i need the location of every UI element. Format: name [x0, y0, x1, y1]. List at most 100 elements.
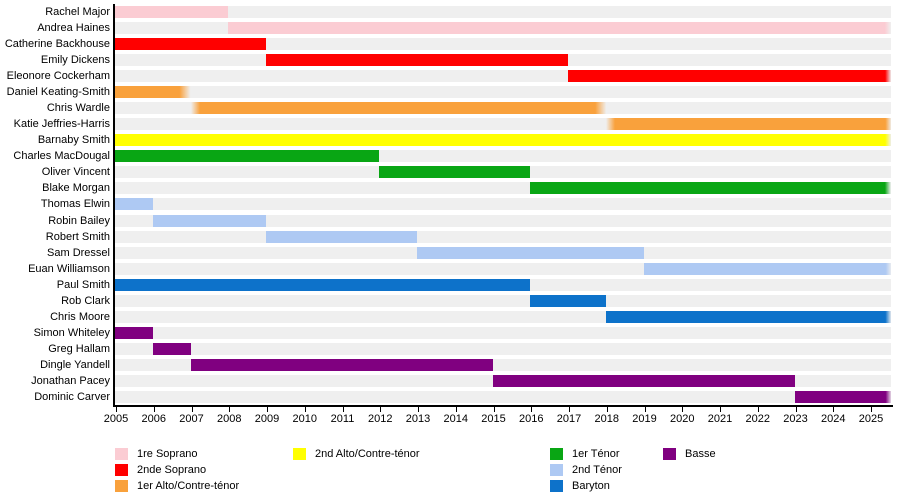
member-name: Sam Dressel — [47, 246, 110, 259]
member-name: Euan Williamson — [28, 262, 110, 275]
axis-year-label: 2020 — [670, 413, 695, 425]
axis-tick — [116, 407, 117, 412]
member-name: Katie Jeffries-Harris — [13, 118, 110, 131]
member-name: Eleonore Cockerham — [6, 70, 110, 83]
axis-year-label: 2025 — [858, 413, 884, 425]
axis-year-label: 2014 — [443, 413, 468, 425]
timeline-bar — [530, 294, 606, 307]
timeline-bar — [190, 358, 493, 371]
legend-label-soprano1: 1re Soprano — [137, 448, 198, 460]
timeline-row-track — [115, 390, 892, 403]
axis-tick — [153, 407, 155, 412]
timeline-row-track — [115, 134, 892, 147]
member-name: Jonathan Pacey — [31, 374, 110, 387]
axis-year-label: 2008 — [217, 413, 242, 425]
axis-year-label: 2012 — [368, 413, 393, 425]
timeline-row-track — [115, 86, 891, 99]
timeline-row-track — [115, 310, 892, 323]
member-name: Dingle Yandell — [40, 358, 110, 371]
member-name: Rob Clark — [61, 294, 110, 307]
legend-label-soprano2: 2nde Soprano — [137, 464, 207, 476]
axis-year-label: 2015 — [481, 413, 506, 425]
member-name: Robert Smith — [45, 230, 110, 243]
axis-year-label: 2006 — [141, 413, 166, 425]
axis-tick — [569, 407, 570, 412]
axis-year-label: 2016 — [519, 413, 544, 425]
member-name: Greg Hallam — [48, 342, 110, 355]
timeline-row-track — [115, 374, 891, 387]
axis-year-label: 2010 — [292, 413, 317, 425]
legend-swatch-tenor1 — [550, 448, 563, 460]
axis-tick — [795, 407, 797, 412]
axis-year-label: 2022 — [745, 413, 770, 425]
timeline-row-track — [115, 182, 892, 195]
axis-year-label: 2013 — [405, 413, 431, 425]
timeline-bar — [115, 150, 380, 163]
axis-year-label: 2024 — [821, 413, 846, 425]
timeline-row-track — [115, 166, 891, 179]
axis-tick — [644, 407, 646, 412]
axis-year-label: 2018 — [594, 413, 619, 425]
legend-label-baryton: Baryton — [572, 480, 610, 492]
legend-label-tenor1: 1er Ténor — [572, 448, 620, 460]
axis-tick — [757, 407, 759, 412]
legend-swatch-basse — [663, 448, 676, 460]
member-name: Barnaby Smith — [37, 134, 110, 147]
timeline-bar — [492, 374, 795, 387]
timeline-row-track — [115, 198, 891, 211]
member-name: Chris Moore — [50, 310, 110, 323]
axis-year-label: 2023 — [783, 413, 808, 425]
timeline-row-track — [115, 358, 891, 371]
timeline-row-track — [115, 118, 892, 131]
timeline-row-track — [115, 70, 892, 83]
timeline-bar — [605, 118, 892, 131]
member-name: Dominic Carver — [34, 390, 110, 403]
axis-tick — [304, 407, 306, 412]
axis-tick — [418, 407, 419, 412]
member-name: Robin Bailey — [48, 214, 110, 227]
timeline-row-track — [115, 262, 892, 275]
axis-year-label: 2011 — [330, 413, 355, 425]
timeline-row-track — [115, 6, 891, 18]
timeline-row-track — [115, 54, 891, 67]
timeline-row-track — [115, 214, 891, 227]
timeline-bar — [530, 182, 892, 195]
legend-swatch-soprano2 — [115, 464, 128, 476]
legend-swatch-baryton — [550, 480, 563, 492]
timeline-row-track — [115, 22, 892, 35]
timeline-row-track — [115, 150, 891, 163]
timeline-row-track — [115, 342, 891, 355]
axis-year-label: 2007 — [179, 413, 204, 425]
member-name: Paul Smith — [56, 278, 110, 291]
legend-label-basse: Basse — [685, 448, 716, 460]
axis-year-label: 2021 — [707, 413, 733, 425]
axis-tick — [455, 407, 457, 412]
axis-tick — [267, 407, 268, 412]
timeline-bar — [568, 70, 892, 83]
member-name: Chris Wardle — [46, 102, 110, 115]
timeline-row-track — [115, 326, 891, 339]
timeline-bar — [794, 390, 892, 403]
y-axis-line — [113, 4, 115, 407]
member-name: Thomas Elwin — [40, 198, 110, 211]
axis-tick — [606, 407, 608, 412]
timeline-row-track — [115, 102, 891, 115]
timeline-bar — [643, 262, 892, 275]
legend-swatch-soprano1 — [115, 448, 128, 460]
member-name: Rachel Major — [45, 6, 110, 18]
timeline-row-track — [115, 230, 891, 243]
member-name: Catherine Backhouse — [4, 38, 110, 51]
legend-label-tenor2: 2nd Ténor — [572, 464, 622, 476]
member-name: Charles MacDougal — [13, 150, 110, 163]
axis-year-label: 2005 — [103, 413, 129, 425]
timeline-bar — [605, 310, 892, 323]
plot-area — [115, 4, 892, 405]
timeline-bar — [115, 134, 892, 147]
axis-year-label: 2009 — [254, 413, 280, 425]
timeline-row-track — [115, 246, 891, 259]
timeline-bar — [152, 342, 191, 355]
member-name: Daniel Keating-Smith — [6, 86, 110, 99]
axis-tick — [531, 407, 533, 412]
axis-tick — [229, 407, 231, 412]
